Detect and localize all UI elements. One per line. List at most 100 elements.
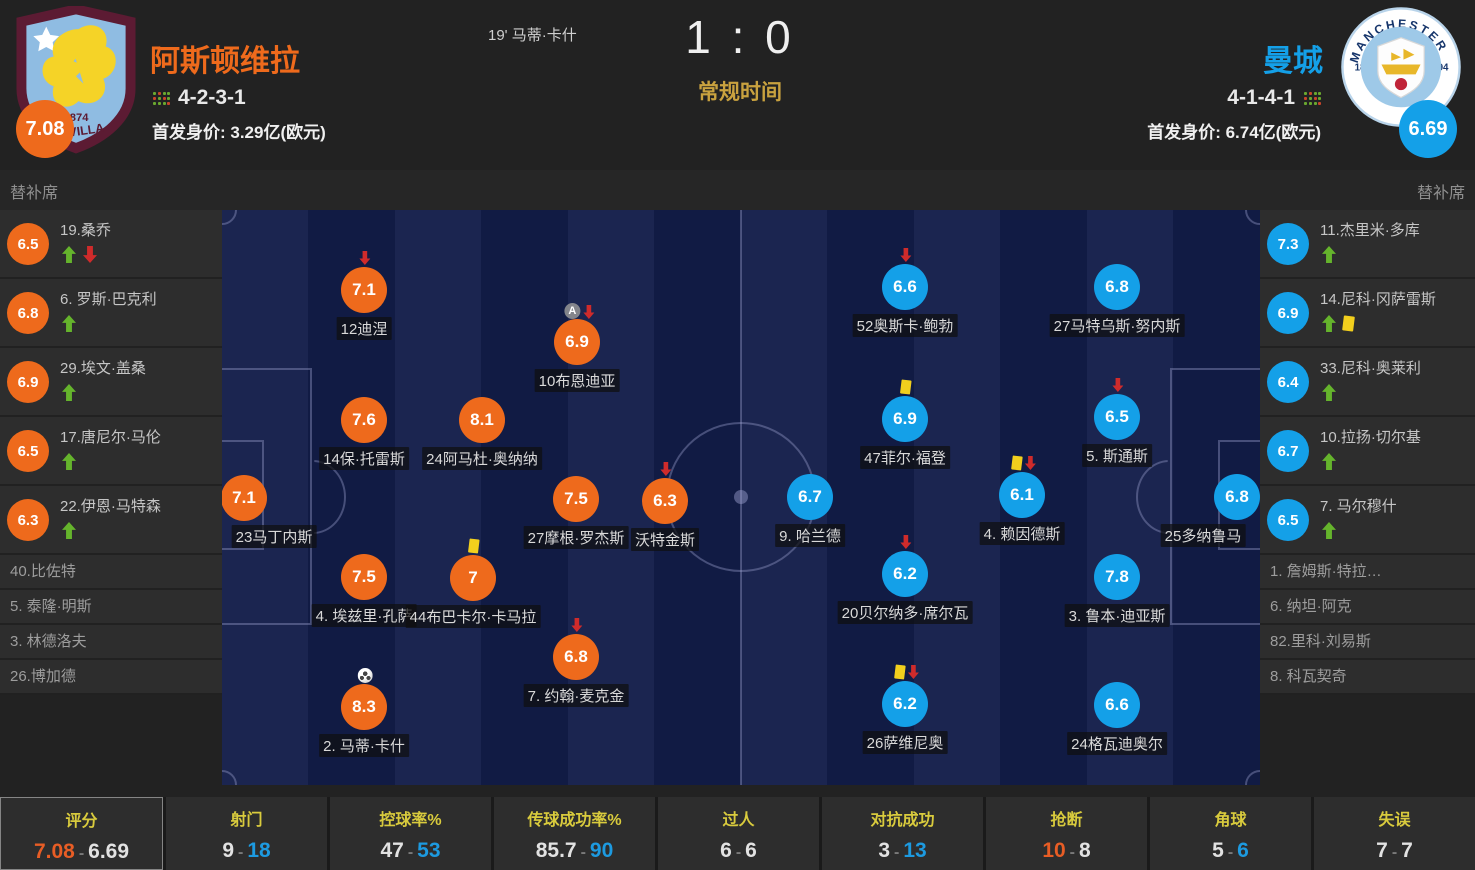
pitch-player[interactable]: 6.8 7. 约翰·麦克金 bbox=[523, 618, 629, 707]
pitch-player[interactable]: 6.6 24格瓦迪奥尔 bbox=[1067, 682, 1167, 755]
yellow-card-icon bbox=[1342, 315, 1355, 332]
bench-player-row[interactable]: 6.9 14.尼科·冈萨雷斯 bbox=[1260, 279, 1475, 348]
assist-badge-icon: A bbox=[564, 303, 581, 319]
bench-player-row[interactable]: 6.8 6. 罗斯·巴克利 bbox=[0, 279, 222, 348]
stat-cell-3[interactable]: 传球成功率% 85.7-90 bbox=[494, 797, 655, 870]
player-rating-badge: 6.8 bbox=[1094, 264, 1140, 310]
stat-cell-8[interactable]: 失误 7-7 bbox=[1314, 797, 1475, 870]
bench-player-events bbox=[62, 453, 76, 470]
sub-on-arrow-icon bbox=[62, 246, 76, 263]
stat-cell-7[interactable]: 角球 5-6 bbox=[1150, 797, 1311, 870]
pitch-player[interactable]: 8.3 2. 马蒂·卡什 bbox=[319, 668, 409, 757]
stat-cell-4[interactable]: 过人 6-6 bbox=[658, 797, 819, 870]
pitch-player-name: 26萨维尼奥 bbox=[862, 731, 948, 754]
pitch-player-events bbox=[894, 664, 919, 680]
bench-player-row[interactable]: 7.3 11.杰里米·多库 bbox=[1260, 210, 1475, 279]
pitch-player[interactable]: 7.5 27摩根·罗杰斯 bbox=[523, 476, 629, 549]
pitch-player[interactable]: 6.2 26萨维尼奥 bbox=[862, 664, 948, 754]
bench-player-row[interactable]: 6.7 10.拉扬·切尔基 bbox=[1260, 417, 1475, 486]
bench-player-row[interactable]: 6.9 29.埃文·盖桑 bbox=[0, 348, 222, 417]
bench-player-row[interactable]: 82.里科·刘易斯 bbox=[1260, 625, 1475, 660]
home-team-name[interactable]: 阿斯顿维拉 bbox=[150, 45, 300, 78]
stat-cell-6[interactable]: 抢断 10-8 bbox=[986, 797, 1147, 870]
pitch-player-events bbox=[1112, 378, 1124, 392]
stat-dash: - bbox=[1069, 844, 1075, 861]
bench-player-name: 11.杰里米·多库 bbox=[1320, 222, 1420, 239]
ship-shape bbox=[1381, 48, 1421, 75]
away-score: 0 bbox=[765, 11, 795, 63]
stat-home-value: 7 bbox=[1376, 839, 1388, 862]
stat-values: 7-7 bbox=[1314, 839, 1475, 863]
stat-away-value: 6 bbox=[1237, 839, 1249, 862]
stat-values: 47-53 bbox=[330, 839, 491, 863]
bench-player-row[interactable]: 26.博加德 bbox=[0, 660, 222, 695]
stat-away-value: 7 bbox=[1401, 839, 1413, 862]
sub-on-arrow-icon bbox=[62, 384, 76, 401]
bench-player-row[interactable]: 6.5 17.唐尼尔·马伦 bbox=[0, 417, 222, 486]
corner-arc bbox=[1245, 210, 1260, 225]
player-rating-badge: 7.3 bbox=[1267, 223, 1309, 265]
player-rating-badge: 6.3 bbox=[7, 499, 49, 541]
pitch-player[interactable]: 7.5 4. 埃兹里·孔萨 bbox=[311, 554, 417, 627]
home-formation-row: 4-2-3-1 bbox=[152, 86, 246, 110]
bench-player-row[interactable]: 8. 科瓦契奇 bbox=[1260, 660, 1475, 695]
player-rating-badge: 8.3 bbox=[341, 684, 387, 730]
lion-shape bbox=[42, 25, 116, 107]
pitch-player[interactable]: 6.9 10布恩迪亚 A bbox=[534, 303, 620, 392]
match-status: 常规时间 bbox=[698, 81, 782, 104]
pitch-player-name: 12迪涅 bbox=[336, 317, 392, 340]
bench-player-row[interactable]: 40.比佐特 bbox=[0, 555, 222, 590]
yellow-card-icon bbox=[467, 538, 480, 554]
stat-cell-2[interactable]: 控球率% 47-53 bbox=[330, 797, 491, 870]
bench-player-events bbox=[62, 384, 76, 401]
pitch-player[interactable]: 6.9 47菲尔·福登 bbox=[860, 379, 950, 469]
pitch-player-events bbox=[900, 248, 912, 262]
pitch-player[interactable]: 6.8 25多纳鲁马 bbox=[1160, 474, 1260, 547]
pitch-player[interactable]: 6.5 5. 斯通斯 bbox=[1082, 378, 1152, 467]
pitch-player-name: 27马特乌斯·努内斯 bbox=[1049, 314, 1185, 337]
pitch-player-name: 23马丁内斯 bbox=[231, 525, 317, 548]
pitch-player[interactable]: 6.8 27马特乌斯·努内斯 bbox=[1049, 264, 1185, 337]
stat-away-value: 18 bbox=[247, 839, 271, 862]
bench-player-row[interactable]: 6.5 7. 马尔穆什 bbox=[1260, 486, 1475, 555]
pitch-player-name: 25多纳鲁马 bbox=[1160, 524, 1246, 547]
away-team-name[interactable]: 曼城 bbox=[1263, 45, 1323, 78]
pitch-player-name: 5. 斯通斯 bbox=[1082, 444, 1152, 467]
yellow-card-icon bbox=[1011, 455, 1023, 471]
stat-values: 9-18 bbox=[166, 839, 327, 863]
pitch-player[interactable]: 6.1 4. 赖因德斯 bbox=[979, 455, 1065, 545]
stat-label: 控球率% bbox=[379, 812, 442, 829]
pitch-player[interactable]: 6.2 20贝尔纳多·席尔瓦 bbox=[837, 535, 973, 624]
pitch-player-events bbox=[899, 379, 912, 395]
pitch-player[interactable]: 7 44布巴卡尔·卡马拉 bbox=[405, 538, 541, 628]
pitch-player[interactable]: 6.7 9. 哈兰德 bbox=[775, 474, 845, 547]
stat-dash: - bbox=[407, 844, 414, 861]
bench-player-events bbox=[62, 246, 97, 263]
home-team-rating-badge: 7.08 bbox=[16, 100, 74, 158]
away-team-rating-badge: 6.69 bbox=[1399, 100, 1457, 158]
stat-cell-0[interactable]: 评分 7.08-6.69 bbox=[0, 797, 163, 870]
player-rating-badge: 6.5 bbox=[7, 430, 49, 472]
bench-player-row[interactable]: 6.5 19.桑乔 bbox=[0, 210, 222, 279]
home-squad-value: 首发身价: 3.29亿(欧元) bbox=[152, 123, 326, 142]
pitch-player[interactable]: 7.8 3. 鲁本·迪亚斯 bbox=[1064, 554, 1170, 627]
pitch-player[interactable]: 7.1 23马丁内斯 bbox=[222, 475, 317, 548]
bench-player-row[interactable]: 1. 詹姆斯·特拉… bbox=[1260, 555, 1475, 590]
pitch-player[interactable]: 8.1 24阿马杜·奥纳纳 bbox=[422, 397, 542, 470]
stat-cell-1[interactable]: 射门 9-18 bbox=[166, 797, 327, 870]
pitch-player-name: 4. 赖因德斯 bbox=[979, 522, 1065, 545]
bench-player-row[interactable]: 6. 纳坦·阿克 bbox=[1260, 590, 1475, 625]
sub-on-arrow-icon bbox=[1322, 246, 1336, 263]
bench-player-row[interactable]: 5. 泰隆·明斯 bbox=[0, 590, 222, 625]
pitch-player[interactable]: 6.6 52奥斯卡·鲍勃 bbox=[852, 248, 958, 337]
sub-on-arrow-icon bbox=[1322, 453, 1336, 470]
bench-player-row[interactable]: 6.3 22.伊恩·马特森 bbox=[0, 486, 222, 555]
bench-player-row[interactable]: 6.4 33.尼科·奥莱利 bbox=[1260, 348, 1475, 417]
pitch-player[interactable]: 6.3 沃特金斯 bbox=[630, 462, 700, 551]
bench-player-row[interactable]: 3. 林德洛夫 bbox=[0, 625, 222, 660]
pitch-player[interactable]: 7.6 14保·托雷斯 bbox=[319, 397, 409, 470]
stat-cell-5[interactable]: 对抗成功 3-13 bbox=[822, 797, 983, 870]
pitch-player-name: 9. 哈兰德 bbox=[775, 524, 845, 547]
pitch-player-name: 7. 约翰·麦克金 bbox=[523, 684, 629, 707]
pitch-player[interactable]: 7.1 12迪涅 bbox=[336, 251, 392, 340]
